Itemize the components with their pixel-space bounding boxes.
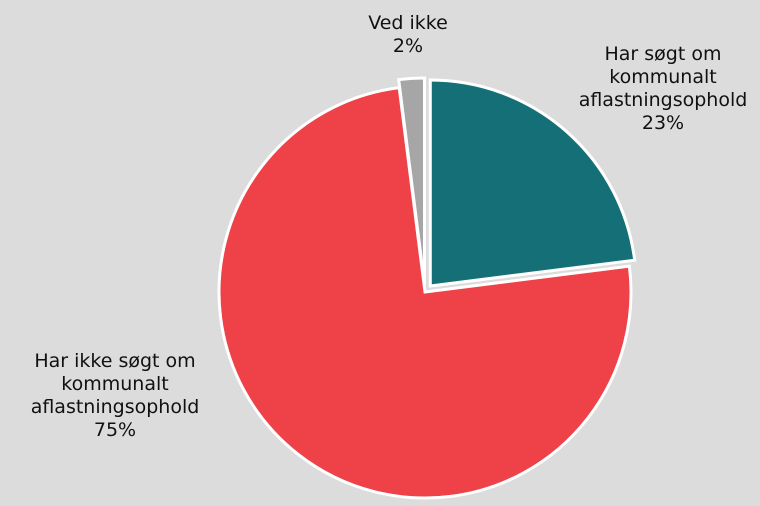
pie-slice-2: [217, 85, 633, 500]
pie-label-line: aflastningsophold: [31, 396, 200, 418]
pie-slices: [217, 76, 637, 500]
pie-label-2: Har ikke søgt om kommunalt aflastningsopho…: [31, 350, 200, 441]
pie-label-line: kommunalt: [61, 373, 168, 395]
pie-label-line: Har ikke søgt om: [34, 350, 195, 372]
pie-label-line: aflastningsophold: [579, 89, 748, 111]
pie-label-3: Ved ikke 2%: [368, 12, 448, 57]
pie-labels: Har søgt om kommunalt aflastningsophold 23%…: [31, 12, 748, 441]
pie-value-label: 2%: [393, 35, 423, 57]
pie-label-line: kommunalt: [609, 66, 716, 88]
pie-label-line: Har søgt om: [605, 43, 722, 65]
pie-value-label: 75%: [94, 419, 136, 441]
pie-label-1: Har søgt om kommunalt aflastningsophold 23%: [579, 43, 748, 134]
pie-slice-3: [397, 76, 426, 285]
pie-slice-1: [428, 78, 637, 288]
pie-value-label: 23%: [642, 112, 684, 134]
pie-label-line: Ved ikke: [368, 12, 448, 34]
